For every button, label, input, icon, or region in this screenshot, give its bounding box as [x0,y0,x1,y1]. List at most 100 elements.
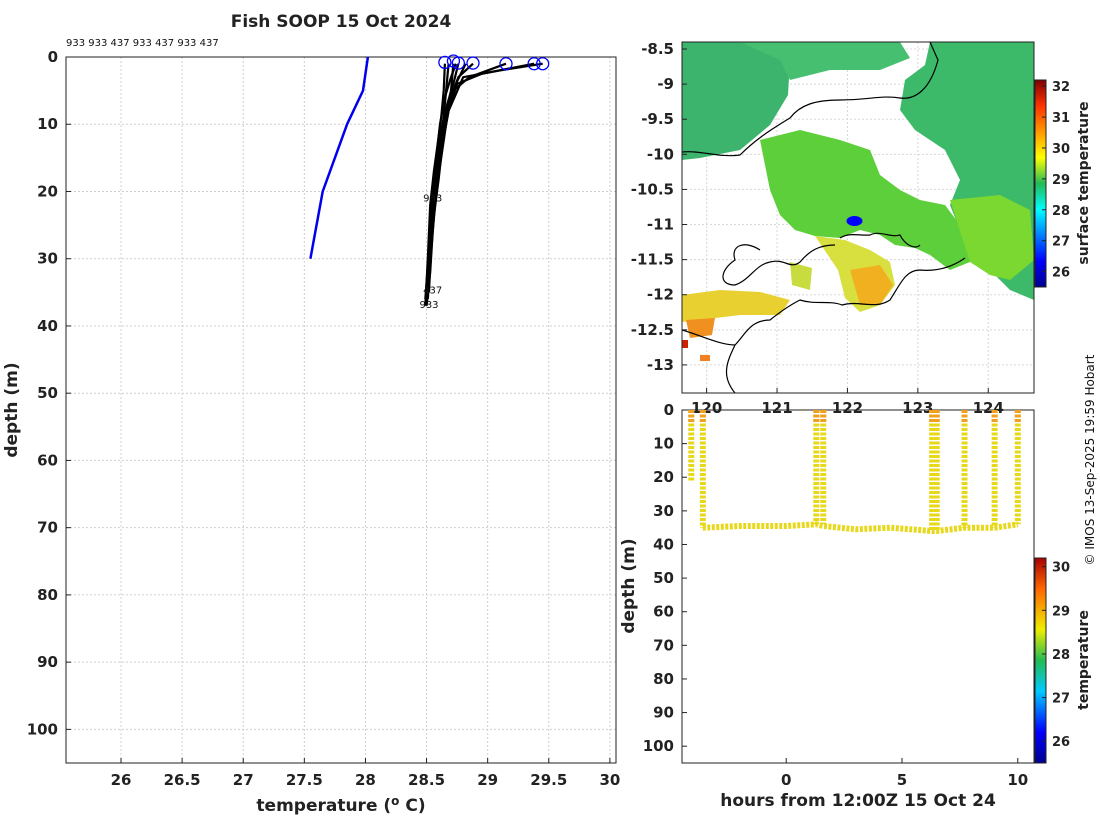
section-y-ticks: 0 10 20 30 40 50 60 70 80 90 100 [643,401,687,755]
section-y-tick-label: 90 [653,704,674,722]
surface-marker [536,57,550,71]
section-x-tick-label: 5 [897,771,907,789]
profile-line [427,62,507,293]
map-colorbar-tick-label: 27 [1052,235,1070,250]
section-y-tick-label: 70 [653,636,674,654]
trace-label: 933 [423,194,442,205]
y-tick-label: 60 [37,451,58,469]
sst-hot-pixel [682,340,688,348]
map-x-tick-label: 123 [902,399,933,417]
map-colorbar [1034,79,1047,288]
map-colorbar-tick-label: 29 [1052,173,1070,188]
vessel-position-marker [846,216,863,227]
map-colorbar-ticks: 26 27 28 29 30 31 32 [1042,80,1070,281]
trace-label: 933 [419,300,438,311]
section-y-tick-label: 30 [653,502,674,520]
surface-marker [451,56,465,70]
sst-region-central [760,130,975,270]
section-x-ticks: 0 5 10 [781,758,1028,789]
map-colorbar-label: surface temperature [1076,101,1092,264]
sst-region-west-strip [682,290,790,322]
profile-y-ticks: 0 10 20 30 40 50 60 70 80 90 100 [27,48,71,738]
section-y-tick-label: 60 [653,603,674,621]
map-y-tick-label: -12.5 [631,321,674,339]
y-tick-label: 70 [37,519,58,537]
y-tick-label: 80 [37,586,58,604]
profile-line [426,63,457,293]
section-x-tick-label: 10 [1007,771,1028,789]
profile-x-label: temperature (o C) [256,794,425,816]
section-colorbar-tick-label: 30 [1052,561,1070,576]
y-tick-label: 50 [37,384,58,402]
section-colorbar-label: temperature [1076,610,1092,710]
map-colorbar-tick-label: 26 [1052,266,1070,281]
x-tick-label: 27.5 [286,771,323,789]
profile-x-ticks: 26 26.5 27 27.5 28 28.5 29 29.5 30 [111,758,620,789]
map-colorbar-tick-label: 30 [1052,142,1070,157]
section-y-tick-label: 100 [643,737,674,755]
surface-marker [438,55,452,70]
section-bottom-track [702,521,1019,534]
map-y-tick-label: -11.5 [631,251,674,269]
surface-marker [527,57,541,71]
surface-marker [499,57,513,71]
x-tick-label: 29 [477,771,498,789]
y-tick-label: 90 [37,653,58,671]
section-y-tick-label: 40 [653,535,674,553]
profile-grid [66,56,616,763]
map-y-tick-label: -12 [647,286,674,304]
x-tick-label: 28 [355,771,376,789]
section-y-tick-label: 80 [653,670,674,688]
y-tick-label: 10 [37,115,58,133]
section-y-tick-label: 20 [653,468,674,486]
section-colorbar-tick-label: 27 [1052,692,1070,707]
coastline-south [682,232,966,393]
map-x-tick-label: 122 [832,399,863,417]
profile-top-labels: 933 933 437 933 437 933 437 [66,38,219,49]
profile-surface-markers [438,54,550,71]
section-y-tick-label: 0 [664,401,674,419]
profile-trace-labels: 933 437 933 [419,194,442,311]
profile-axes-frame [65,56,617,764]
section-casts [688,410,1021,534]
profile-chart: 26 26.5 27 27.5 28 28.5 29 29.5 30 0 10 20 30 40 50 60… [2,38,620,816]
section-y-tick-label: 50 [653,569,674,587]
coastline-north [682,42,939,157]
map-y-tick-label: -10 [647,145,674,163]
map-colorbar-tick-label: 31 [1052,111,1070,126]
sst-region-west-hot [686,318,715,338]
map-axes-frame [681,41,1035,394]
figure-title: Fish SOOP 15 Oct 2024 [231,12,452,32]
section-y-label: depth (m) [619,538,639,633]
section-colorbar-tick-label: 28 [1052,648,1070,663]
y-tick-label: 20 [37,182,58,200]
map-y-ticks: -8.5 -9 -9.5 -10 -10.5 -11 -11.5 -12 -12.5 -13 [631,40,687,374]
section-x-tick-label: 0 [781,771,791,789]
sst-region-north [682,42,790,160]
section-axes-frame [681,409,1035,764]
section-colorbar [1034,557,1047,764]
map-x-tick-label: 124 [973,399,1004,417]
map-x-ticks: 120 121 122 123 124 [691,388,1004,417]
section-x-label: hours from 12:00Z 15 Oct 24 [720,791,996,811]
surface-marker [466,56,480,70]
trace-label: 437 [423,286,442,297]
map-colorbar-tick-label: 32 [1052,80,1070,95]
map-y-tick-label: -9 [657,75,674,93]
x-tick-label: 27 [233,771,254,789]
map-y-tick-label: -10.5 [631,180,674,198]
sst-region-coast-warm [790,262,812,290]
credit-text: © IMOS 13-Sep-2025 19:59 Hobart [1083,354,1097,565]
map-x-tick-label: 120 [691,399,722,417]
profile-lines [309,57,543,306]
map-colorbar-tick-label: 28 [1052,204,1070,219]
map-y-tick-label: -13 [647,356,674,374]
section-chart: 0 5 10 0 10 20 30 40 50 60 70 80 90 100 hours from 1… [619,401,1092,811]
sst-region-south-hot [850,265,893,305]
section-colorbar-tick-label: 26 [1052,735,1070,750]
x-tick-label: 26.5 [164,771,201,789]
section-y-tick-label: 10 [653,435,674,453]
profile-y-label: depth (m) [2,362,22,457]
sst-region-east-band [950,195,1034,280]
